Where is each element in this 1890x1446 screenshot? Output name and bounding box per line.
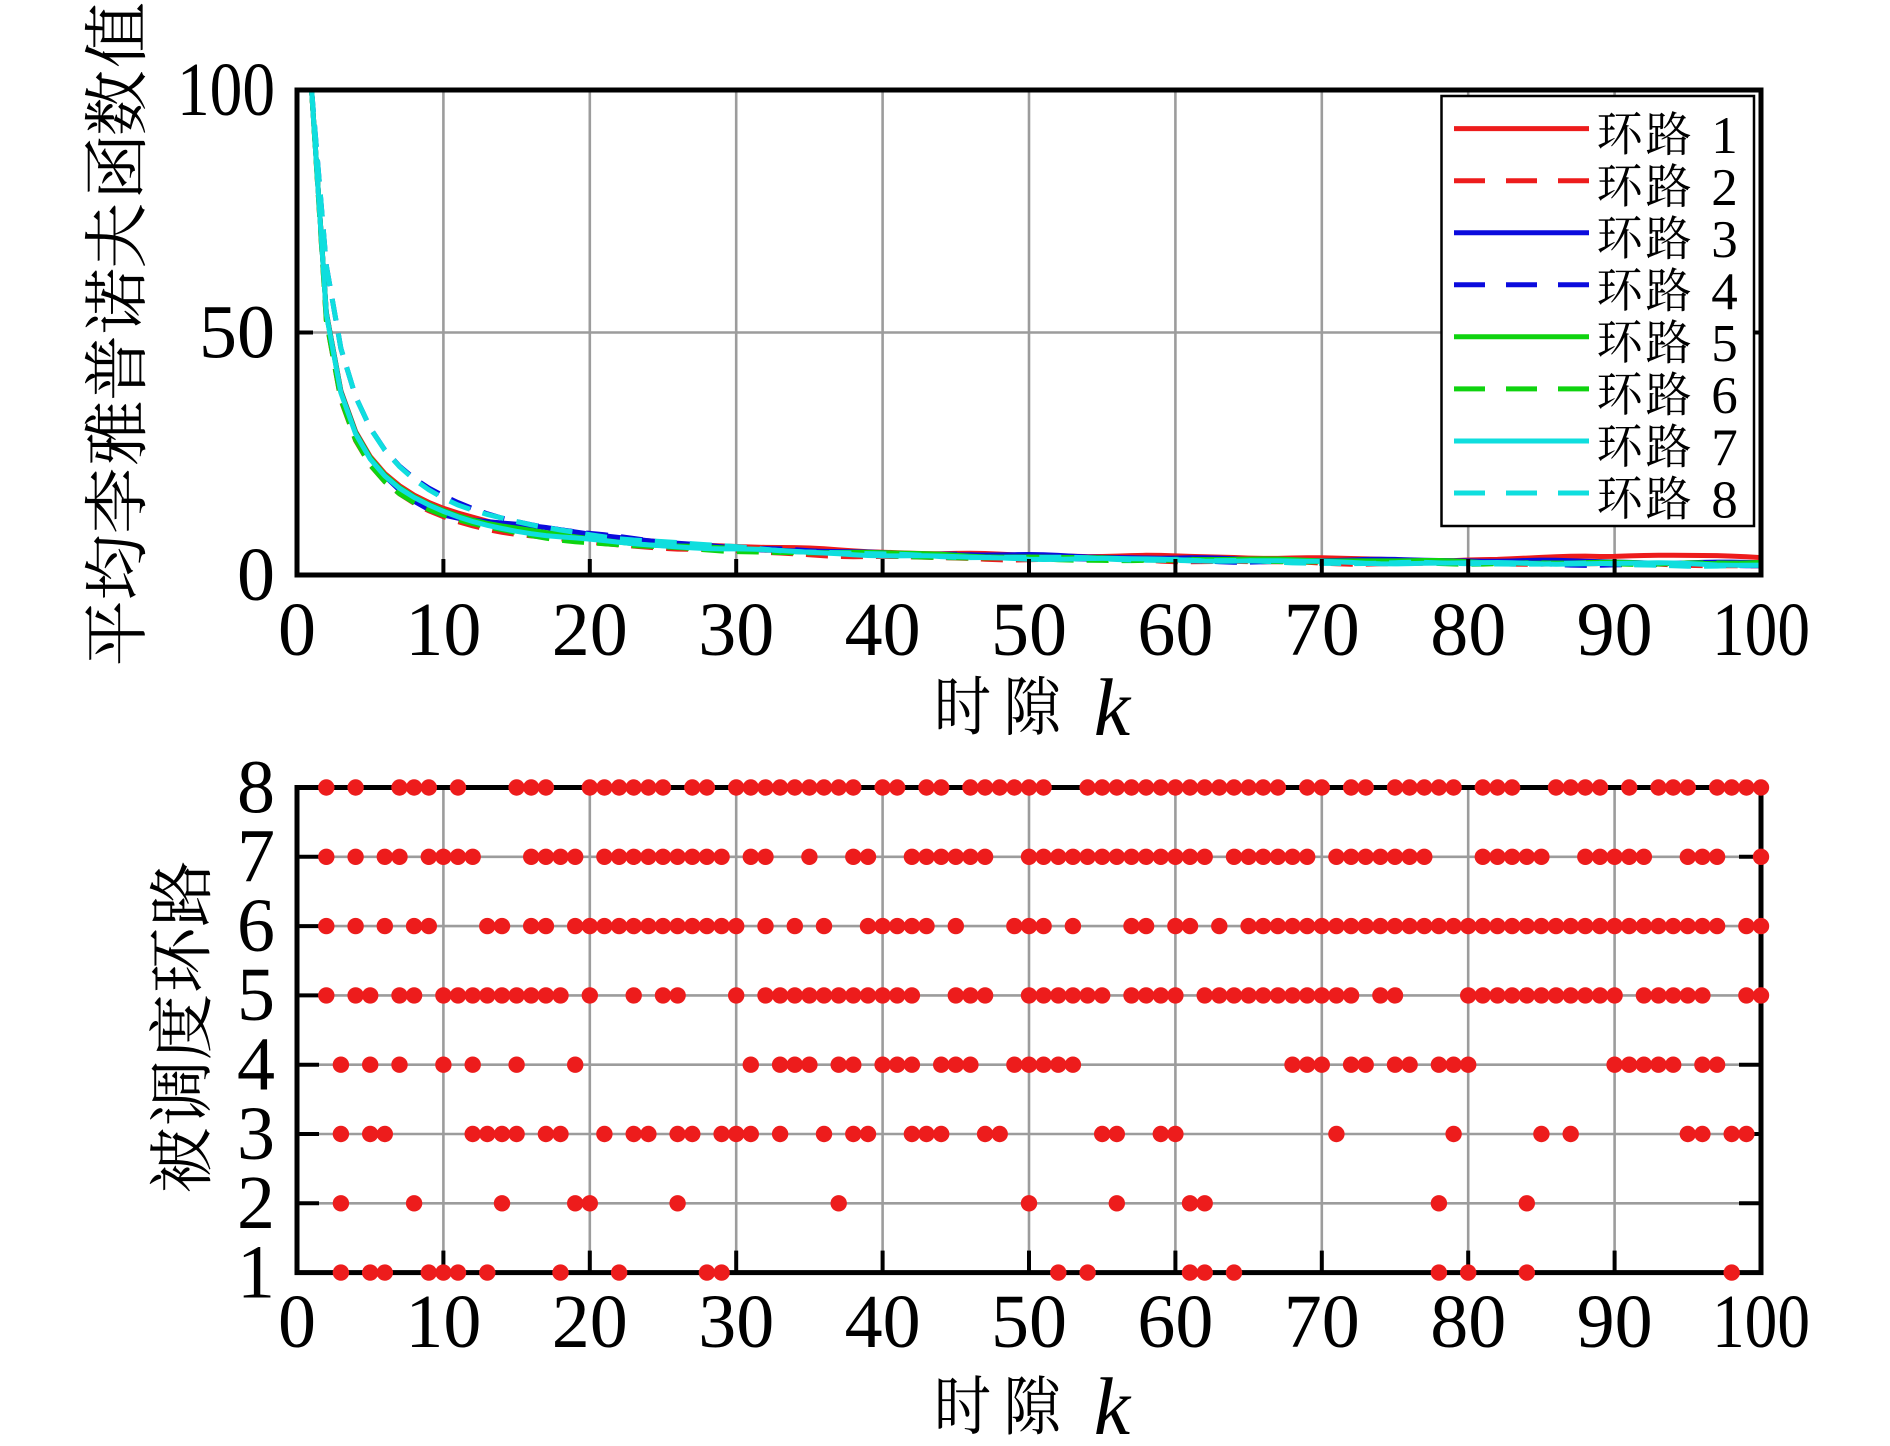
svg-text:60: 60 (1137, 1280, 1213, 1364)
svg-text:5: 5 (1711, 315, 1738, 373)
svg-text:4: 4 (1711, 263, 1738, 321)
svg-text:70: 70 (1284, 1280, 1360, 1364)
svg-text:10: 10 (405, 1280, 481, 1364)
svg-text:100: 100 (177, 48, 275, 132)
svg-text:70: 70 (1284, 588, 1360, 672)
svg-text:2: 2 (1711, 159, 1738, 217)
svg-text:8: 8 (1711, 471, 1738, 529)
svg-text:90: 90 (1577, 588, 1653, 672)
svg-text:80: 80 (1430, 1280, 1506, 1364)
svg-text:50: 50 (991, 1280, 1067, 1364)
svg-text:2: 2 (237, 1161, 275, 1245)
svg-text:8: 8 (237, 745, 275, 829)
svg-text:40: 40 (845, 588, 921, 672)
svg-text:7: 7 (237, 815, 275, 899)
svg-text:1: 1 (1711, 107, 1738, 165)
svg-text:3: 3 (237, 1092, 275, 1176)
svg-text:60: 60 (1137, 588, 1213, 672)
svg-text:50: 50 (199, 290, 275, 374)
svg-text:5: 5 (237, 953, 275, 1037)
svg-text:7: 7 (1711, 419, 1738, 477)
svg-text:4: 4 (237, 1023, 275, 1107)
svg-text:100: 100 (1712, 1280, 1810, 1364)
svg-text:30: 30 (698, 1280, 774, 1364)
svg-text:6: 6 (1711, 367, 1738, 425)
svg-text:0: 0 (237, 533, 275, 617)
svg-text:20: 20 (552, 588, 628, 672)
svg-text:k: k (1094, 662, 1132, 753)
svg-text:90: 90 (1577, 1280, 1653, 1364)
svg-text:50: 50 (991, 588, 1067, 672)
svg-text:k: k (1094, 1361, 1132, 1441)
svg-text:100: 100 (1712, 588, 1810, 672)
svg-text:80: 80 (1430, 588, 1506, 672)
svg-text:1: 1 (237, 1230, 275, 1314)
svg-text:6: 6 (237, 884, 275, 968)
svg-text:40: 40 (845, 1280, 921, 1364)
svg-text:30: 30 (698, 588, 774, 672)
svg-text:10: 10 (405, 588, 481, 672)
svg-text:20: 20 (552, 1280, 628, 1364)
svg-text:3: 3 (1711, 211, 1738, 269)
svg-text:0: 0 (278, 588, 316, 672)
svg-text:0: 0 (278, 1280, 316, 1364)
